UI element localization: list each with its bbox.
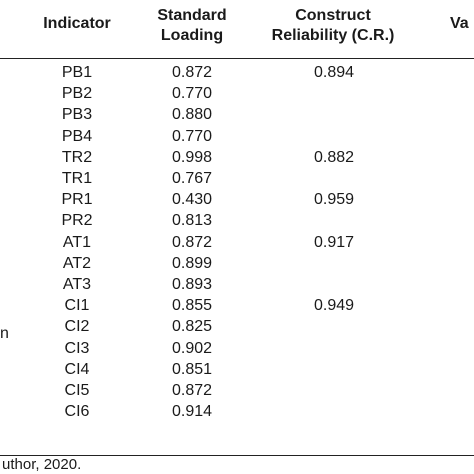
cell-standard-loading: 0.872: [171, 382, 213, 399]
header-clipped-right: Va: [450, 15, 469, 32]
cell-indicator: CI1: [64, 297, 90, 315]
header-standard-loading-line1: Standard: [157, 7, 227, 24]
header-standard-loading: Standard Loading: [140, 6, 244, 46]
header-construct-reliability-line2: Reliability (C.R.): [271, 27, 395, 44]
cell-indicator: AT3: [62, 276, 92, 293]
cell-indicator: CI4: [64, 360, 90, 378]
cell-standard-loading: 0.770: [171, 127, 213, 145]
cell-standard-loading: 0.902: [171, 339, 213, 357]
header-standard-loading-line2: Loading: [160, 27, 224, 44]
header-indicator: Indicator: [43, 15, 111, 32]
cell-standard-loading: 0.880: [171, 106, 213, 124]
cell-indicator: AT1: [62, 233, 92, 251]
source-note: uthor, 2020.: [2, 456, 82, 473]
cell-standard-loading: 0.914: [171, 403, 213, 421]
cell-construct-reliability: 0.894: [313, 64, 355, 81]
cell-indicator: CI2: [64, 318, 90, 336]
cell-indicator: TR2: [61, 148, 93, 166]
cell-standard-loading: 0.899: [171, 254, 213, 272]
cell-standard-loading: 0.770: [171, 85, 213, 103]
left-clipped-text: n: [0, 325, 9, 342]
cell-indicator: PR1: [61, 191, 93, 209]
cell-indicator: CI6: [64, 403, 90, 421]
cell-standard-loading: 0.825: [171, 318, 213, 336]
header-divider: [0, 58, 474, 59]
cell-construct-reliability: 0.949: [313, 297, 355, 315]
cell-standard-loading: 0.767: [171, 170, 213, 187]
cell-standard-loading: 0.855: [171, 297, 213, 315]
cell-construct-reliability: 0.959: [313, 191, 355, 209]
cell-standard-loading: 0.872: [171, 64, 213, 81]
cell-indicator: PR2: [61, 212, 93, 230]
cell-construct-reliability: 0.882: [313, 148, 355, 166]
cell-standard-loading: 0.851: [171, 360, 213, 378]
bottom-divider: [0, 455, 474, 456]
cell-construct-reliability: 0.917: [313, 233, 355, 251]
cell-indicator: CI3: [64, 339, 90, 357]
cell-indicator: PB1: [61, 64, 93, 81]
cell-standard-loading: 0.430: [171, 191, 213, 209]
cell-indicator: PB2: [61, 85, 93, 103]
cell-indicator: PB3: [61, 106, 93, 124]
cell-indicator: AT2: [62, 254, 92, 272]
cell-standard-loading: 0.893: [171, 276, 213, 293]
cell-indicator: PB4: [61, 127, 93, 145]
cell-standard-loading: 0.813: [171, 212, 213, 230]
cell-standard-loading: 0.998: [171, 148, 213, 166]
header-construct-reliability-line1: Construct: [295, 7, 371, 24]
header-construct-reliability: Construct Reliability (C.R.): [255, 6, 411, 46]
cell-standard-loading: 0.872: [171, 233, 213, 251]
cell-indicator: CI5: [64, 382, 90, 399]
cell-indicator: TR1: [61, 170, 93, 187]
